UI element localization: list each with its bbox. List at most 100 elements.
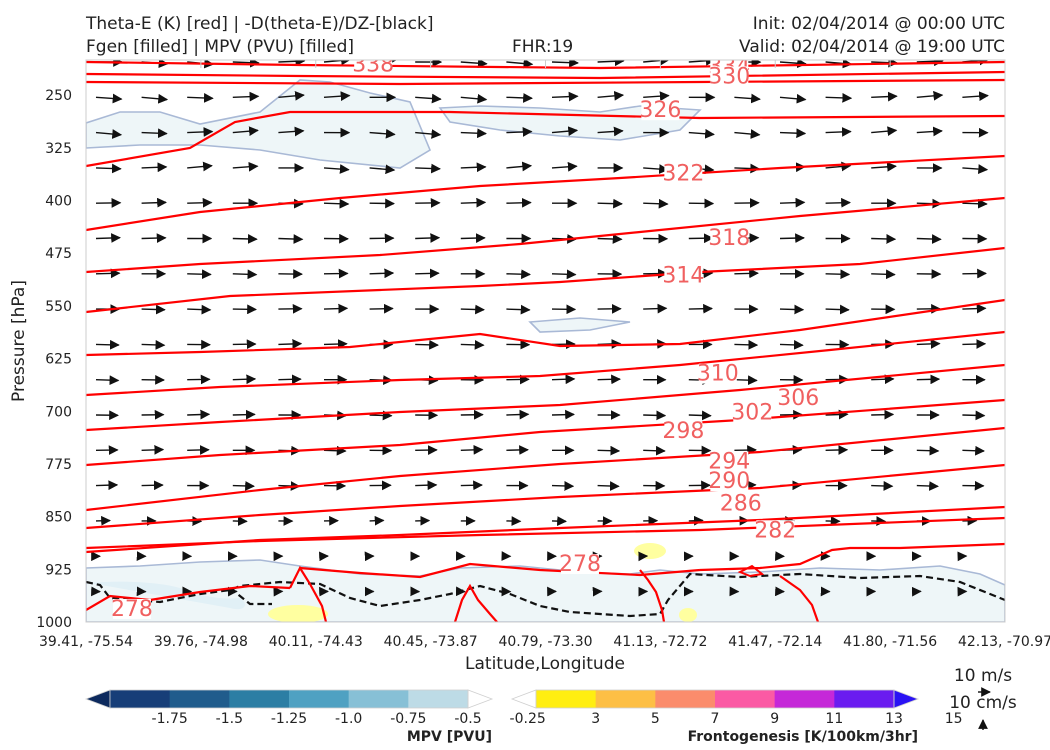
wind-vector [95, 163, 122, 174]
theta-e-label: 330 [708, 64, 750, 89]
y-tick-label: 250 [45, 88, 72, 104]
wind-vector [962, 445, 985, 456]
wind-vector [643, 410, 667, 421]
wind-vector [323, 91, 351, 102]
theta-e-label-bg [710, 66, 749, 87]
theta-e-label: 294 [708, 449, 750, 474]
wind-vector [95, 233, 121, 243]
wind-vector [916, 126, 943, 137]
wind-vector [369, 268, 395, 279]
wind-vector [232, 91, 260, 102]
theta-e-label: 322 [662, 161, 704, 186]
wind-vector [141, 304, 166, 315]
wind-vector [962, 303, 987, 314]
theta-e-line [699, 542, 1005, 572]
wind-vector [734, 339, 759, 350]
wind-vector [323, 445, 347, 456]
wind-vector [871, 481, 894, 491]
y-tick-label: 475 [45, 246, 72, 262]
theta-e-label-bg [112, 598, 151, 619]
wind-vector [460, 93, 488, 104]
wind-vector [95, 268, 121, 279]
theta-e-label: 298 [662, 419, 704, 444]
mpv-colorbar-tick: -0.75 [390, 711, 426, 727]
theta-e-line [86, 78, 1005, 86]
reference-horizontal-label: 10 m/s [954, 666, 1012, 686]
wind-vector [460, 480, 483, 491]
wind-vector [734, 268, 759, 279]
wind-vector [551, 409, 575, 420]
theta-e-line [86, 110, 1005, 168]
forecast-hour: FHR:19 [512, 37, 574, 57]
wind-vector [95, 339, 120, 350]
wind-vector [369, 164, 396, 175]
wind-vector [643, 164, 669, 174]
theta-e-label: 338 [352, 53, 394, 78]
wind-vector [323, 303, 349, 314]
wind-vector [141, 233, 167, 243]
fgen-colorbar-title: Frontogenesis [K/100km/3hr] [688, 729, 918, 745]
wind-vector [506, 409, 530, 420]
wind-vector [825, 197, 851, 208]
wind-vector [323, 198, 350, 209]
wind-vector [460, 197, 487, 208]
wind-vector [141, 480, 164, 491]
wind-vector [232, 481, 255, 491]
wind-vector [278, 374, 302, 385]
theta-e-label-bg [779, 388, 818, 409]
wind-vector [232, 60, 260, 68]
wind-vector [460, 162, 487, 173]
colorbars: -1.75 -1.5 -1.25 -1.0 -0.75 -0.5 -0.25 3 5 7 9 11 13… [84, 689, 963, 727]
theta-e-label-bg [354, 60, 393, 75]
mpv-fill-layer [86, 79, 1005, 622]
theta-e-label-bg [710, 471, 749, 492]
wind-vector [779, 339, 804, 350]
wind-vector [460, 304, 485, 315]
theta-e-line [86, 516, 1005, 550]
theta-e-line [737, 564, 765, 578]
y-tick-label: 775 [45, 457, 72, 473]
wind-vector [369, 410, 393, 421]
wind-vector [415, 233, 441, 243]
wind-vector [597, 374, 621, 385]
mpv-colorbar-segment [289, 690, 350, 708]
wind-vector [187, 197, 213, 208]
fgen-colorbar-tick: 9 [770, 711, 779, 727]
wind-vector [597, 126, 624, 137]
theta-e-line [779, 575, 820, 622]
theta-e-line [86, 426, 1005, 512]
dashed-boundary [229, 587, 272, 606]
x-tick-label: 42.13, -70.97 [958, 634, 1050, 650]
theta-e-line [86, 363, 1005, 432]
wind-vector [232, 234, 258, 244]
wind-vector [688, 303, 713, 314]
fgen-colorbar-segment [834, 690, 895, 708]
wind-vector [415, 268, 440, 279]
wind-vector [643, 303, 668, 314]
mpv-region [90, 581, 245, 610]
wind-vector [506, 93, 533, 103]
wind-vector [551, 60, 579, 68]
wind-vector [734, 375, 758, 386]
wind-vector [962, 198, 988, 209]
wind-vector [962, 339, 987, 349]
wind-vector [916, 339, 941, 349]
wind-vector [187, 161, 213, 172]
theta-e-line [86, 154, 1005, 232]
wind-vector [871, 409, 895, 420]
wind-vector [506, 197, 532, 208]
fgen-colorbar-tick: 3 [591, 711, 600, 727]
wind-vector [506, 445, 529, 455]
theta-e-line [86, 330, 1005, 397]
fgen-colorbar-tick: 7 [711, 711, 720, 727]
theta-e-line [86, 398, 1005, 467]
fgen-colorbar-segment [536, 690, 597, 708]
wind-vector [95, 129, 123, 139]
wind-vector [323, 339, 348, 349]
wind-vector [506, 161, 533, 172]
axes: 250 325 400 475 550 625 700 775 850 925 1000 39.41,… [36, 60, 1050, 650]
wind-vector [779, 60, 807, 69]
wind-vector [141, 162, 168, 173]
wind-vector [779, 93, 807, 104]
wind-vector [187, 93, 214, 103]
